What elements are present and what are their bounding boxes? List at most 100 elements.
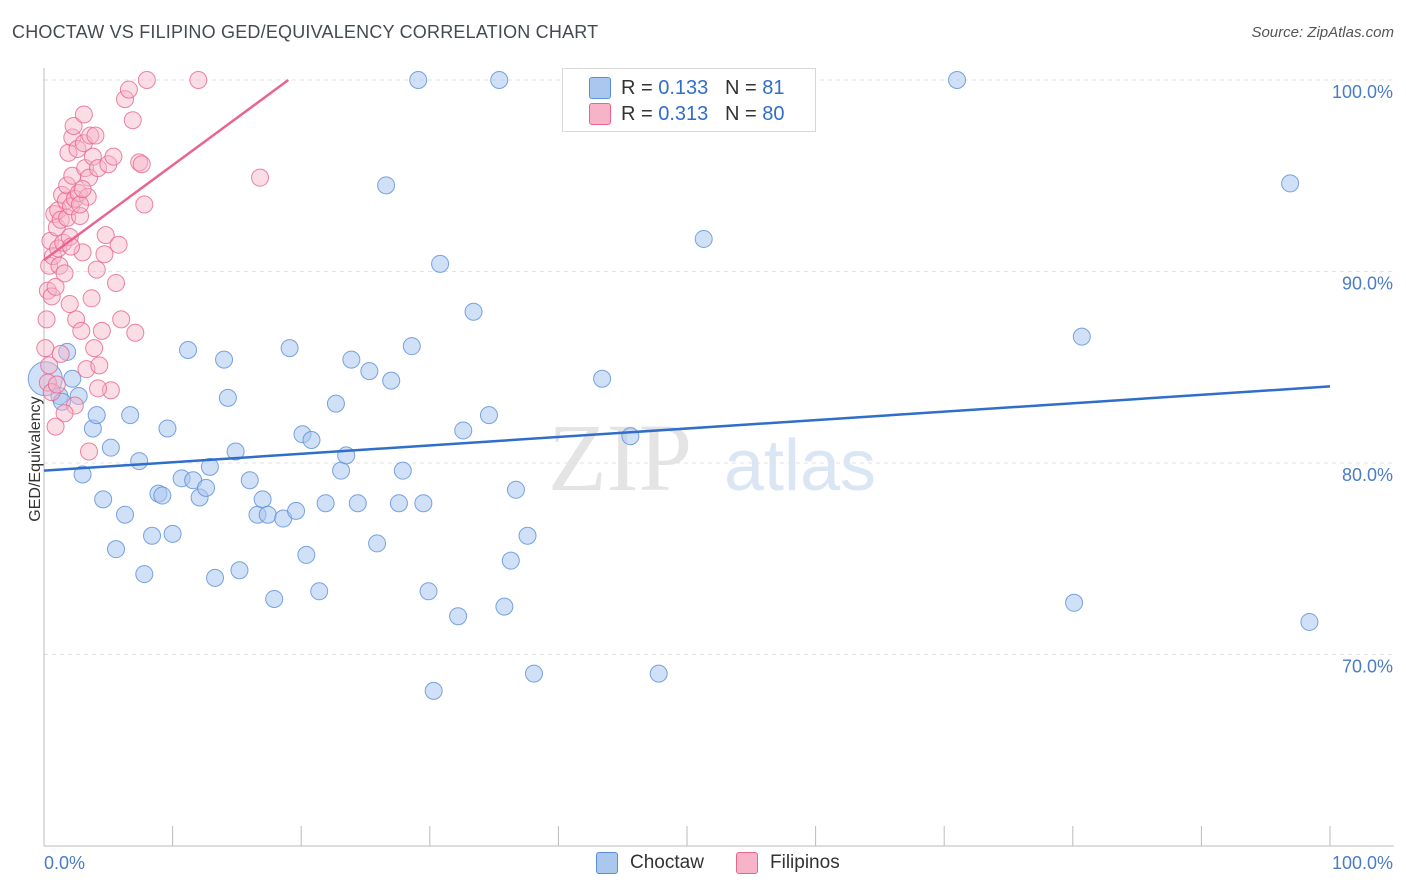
filipinos-point	[92, 321, 111, 340]
choctaw-point	[393, 461, 412, 480]
choctaw-point	[69, 386, 88, 405]
legend-r-choctaw: R = 0.133	[621, 76, 709, 99]
filipinos-point	[96, 226, 115, 245]
choctaw-point	[153, 486, 172, 505]
choctaw-point	[368, 534, 387, 553]
choctaw-point	[163, 524, 182, 543]
choctaw-point	[649, 664, 668, 683]
legend-r-filipinos: R = 0.313	[621, 102, 709, 125]
choctaw-point	[1281, 174, 1300, 193]
choctaw-point	[63, 369, 82, 388]
choctaw-point	[360, 362, 379, 381]
choctaw-point	[143, 526, 162, 545]
choctaw-point	[326, 394, 345, 413]
legend-n-filipinos: N = 80	[725, 102, 785, 125]
filipinos-point	[63, 128, 82, 147]
filipinos-points	[36, 71, 270, 461]
choctaw-point	[121, 406, 140, 425]
filipinos-point	[42, 287, 61, 306]
choctaw-point	[215, 350, 234, 369]
choctaw-point	[280, 339, 299, 358]
choctaw-point	[1300, 612, 1319, 631]
choctaw-point	[200, 457, 219, 476]
filipinos-point	[37, 310, 56, 329]
choctaw-point	[158, 419, 177, 438]
watermark-zip: ZIP	[548, 404, 692, 511]
trend-lines	[43, 78, 1331, 472]
legend-item-choctaw: Choctaw	[596, 852, 704, 874]
choctaw-point	[518, 526, 537, 545]
filipinos-point	[81, 126, 100, 145]
chart-title: CHOCTAW VS FILIPINO GED/EQUIVALENCY CORR…	[12, 22, 599, 42]
filipinos-point	[90, 356, 109, 375]
x-ticks	[43, 826, 1331, 846]
filipinos-point	[137, 71, 156, 89]
choctaw-point	[1072, 327, 1091, 346]
choctaw-point	[310, 582, 329, 601]
choctaw-point	[454, 421, 473, 440]
choctaw-point	[302, 431, 321, 450]
filipinos-point	[51, 344, 70, 363]
choctaw-points	[27, 71, 1319, 700]
choctaw-point	[287, 501, 306, 520]
choctaw-point	[258, 505, 277, 524]
filipinos-point	[46, 277, 65, 296]
filipinos-point	[80, 168, 99, 187]
choctaw-point	[130, 452, 149, 471]
choctaw-point	[479, 406, 498, 425]
choctaw-point	[431, 254, 450, 273]
filipinos-point	[85, 339, 104, 358]
choctaw-point	[230, 561, 249, 580]
filipinos-point	[130, 153, 149, 172]
choctaw-point	[135, 565, 154, 584]
choctaw-point	[73, 465, 92, 484]
source-label: Source: ZipAtlas.com	[1251, 24, 1394, 41]
choctaw-point	[197, 478, 216, 497]
filipinos-point	[73, 243, 92, 262]
choctaw-trend-line	[43, 385, 1331, 472]
choctaw-point	[524, 664, 543, 683]
legend-n-choctaw: N = 81	[725, 76, 785, 99]
filipinos-point	[80, 442, 99, 461]
choctaw-point	[490, 71, 509, 89]
filipinos-point	[107, 273, 126, 292]
filipinos-point	[72, 321, 91, 340]
choctaw-point	[101, 438, 120, 457]
filipinos-point	[73, 180, 92, 199]
choctaw-point	[948, 71, 967, 89]
choctaw-point	[377, 176, 396, 195]
choctaw-point	[402, 337, 421, 356]
filipinos-trend-line	[43, 78, 290, 262]
legend-label-filipinos: Filipinos	[770, 852, 840, 873]
choctaw-point	[449, 607, 468, 626]
filipinos-point	[65, 396, 84, 415]
choctaw-point	[409, 71, 428, 89]
watermark-atlas: atlas	[724, 426, 876, 506]
filipinos-point	[74, 105, 93, 124]
axes	[43, 68, 1394, 847]
filipinos-point	[95, 245, 114, 264]
filipinos-point	[189, 71, 208, 89]
filipinos-point	[104, 147, 123, 166]
choctaw-point	[382, 371, 401, 390]
y-tick-label-70: 70.0%	[1342, 657, 1393, 677]
choctaw-point	[226, 442, 245, 461]
filipinos-point	[126, 323, 145, 342]
filipinos-point	[71, 195, 90, 214]
legend-swatch-choctaw	[589, 77, 611, 99]
choctaw-point	[1065, 593, 1084, 612]
y-tick-label-90: 90.0%	[1342, 274, 1393, 294]
choctaw-point	[179, 341, 198, 360]
choctaw-point	[116, 505, 135, 524]
watermark: ZIP atlas	[548, 404, 876, 511]
choctaw-point	[694, 229, 713, 248]
choctaw-point	[297, 545, 316, 564]
filipinos-point	[51, 210, 70, 229]
filipinos-point	[60, 295, 79, 314]
choctaw-point	[501, 551, 520, 570]
legend-swatch-choctaw-bottom	[596, 852, 618, 874]
choctaw-point	[342, 350, 361, 369]
choctaw-point	[348, 494, 367, 513]
filipinos-point	[64, 116, 83, 135]
filipinos-point	[82, 289, 101, 308]
